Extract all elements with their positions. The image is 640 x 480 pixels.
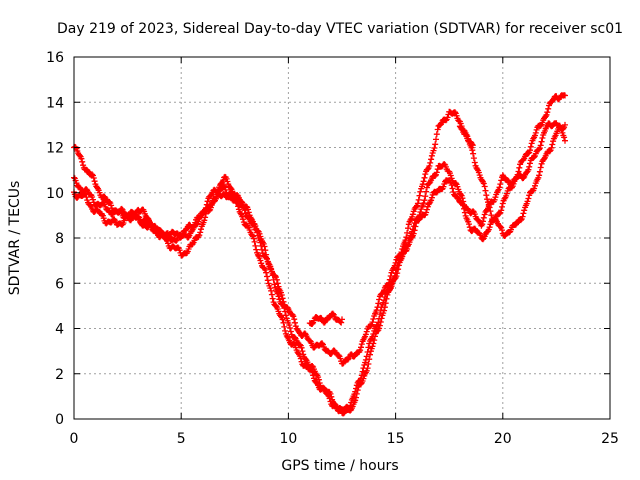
axes bbox=[73, 56, 611, 420]
x-tick-labels: 0 5 10 15 20 25 bbox=[70, 431, 619, 447]
x-tick-label: 5 bbox=[177, 431, 186, 447]
series-track-e bbox=[456, 123, 476, 149]
marks-track-b bbox=[71, 120, 568, 417]
marks-track-d bbox=[306, 310, 345, 327]
y-tick-label: 0 bbox=[55, 412, 64, 428]
y-tick-label: 12 bbox=[46, 141, 64, 157]
y-tick-label: 4 bbox=[55, 322, 64, 338]
marks-track-e bbox=[456, 123, 476, 149]
x-tick-label: 10 bbox=[279, 431, 297, 447]
y-tick-label: 14 bbox=[46, 95, 64, 111]
series-track-b bbox=[71, 120, 568, 417]
x-axis-label: GPS time / hours bbox=[281, 458, 398, 474]
series-track-d bbox=[306, 310, 345, 327]
y-tick-label: 8 bbox=[55, 231, 64, 247]
y-tick-label: 16 bbox=[46, 50, 64, 66]
x-tick-label: 20 bbox=[494, 431, 512, 447]
x-tick-label: 0 bbox=[70, 431, 79, 447]
grid-lines bbox=[74, 57, 610, 419]
x-tick-label: 15 bbox=[387, 431, 405, 447]
series-track-a bbox=[71, 92, 568, 415]
y-tick-label: 6 bbox=[55, 276, 64, 292]
y-tick-label: 10 bbox=[46, 186, 64, 202]
data-marks bbox=[71, 92, 568, 417]
chart-title: Day 219 of 2023, Sidereal Day-to-day VTE… bbox=[57, 21, 623, 37]
y-tick-label: 2 bbox=[55, 367, 64, 383]
y-axis-label: SDTVAR / TECUs bbox=[7, 181, 23, 296]
x-tick-label: 25 bbox=[601, 431, 619, 447]
y-tick-labels: 0 2 4 6 8 10 12 14 16 bbox=[46, 50, 64, 428]
marks-track-a bbox=[71, 92, 568, 415]
